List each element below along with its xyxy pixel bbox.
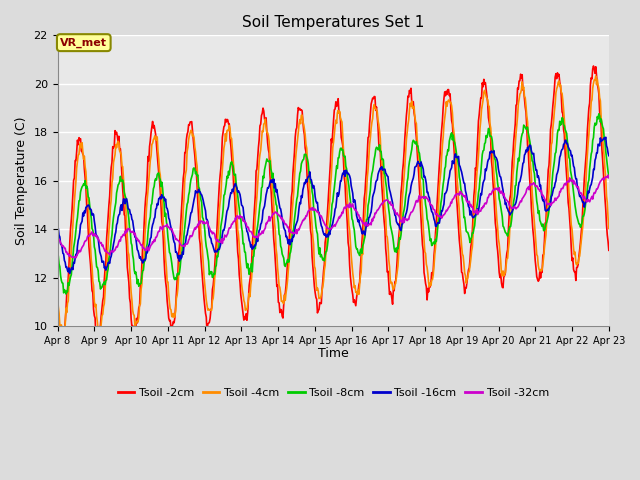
Tsoil -32cm xyxy=(401,216,409,222)
Tsoil -32cm xyxy=(206,227,214,232)
Tsoil -4cm xyxy=(592,73,600,79)
Tsoil -32cm xyxy=(72,255,80,261)
Tsoil -32cm xyxy=(177,242,185,248)
Line: Tsoil -16cm: Tsoil -16cm xyxy=(58,137,609,274)
Tsoil -16cm xyxy=(417,159,425,165)
Tsoil -16cm xyxy=(66,271,74,276)
Tsoil -2cm xyxy=(54,324,61,330)
Line: Tsoil -8cm: Tsoil -8cm xyxy=(58,114,609,294)
Tsoil -4cm xyxy=(54,294,61,300)
Tsoil -8cm xyxy=(401,202,409,208)
Tsoil -8cm xyxy=(417,160,425,166)
Tsoil -2cm xyxy=(65,275,72,280)
Tsoil -2cm xyxy=(121,213,129,218)
Title: Soil Temperatures Set 1: Soil Temperatures Set 1 xyxy=(242,15,424,30)
Tsoil -4cm xyxy=(65,298,72,304)
Tsoil -4cm xyxy=(58,328,66,334)
Tsoil -2cm xyxy=(58,347,66,353)
Tsoil -2cm xyxy=(401,135,409,141)
Tsoil -32cm xyxy=(417,195,425,201)
Tsoil -2cm xyxy=(206,315,214,321)
Tsoil -32cm xyxy=(63,252,71,257)
Line: Tsoil -2cm: Tsoil -2cm xyxy=(58,66,609,350)
Tsoil -4cm xyxy=(177,244,185,250)
Tsoil -8cm xyxy=(65,280,72,286)
Tsoil -8cm xyxy=(605,173,612,179)
Text: VR_met: VR_met xyxy=(60,37,108,48)
Tsoil -8cm xyxy=(177,255,185,261)
Line: Tsoil -4cm: Tsoil -4cm xyxy=(58,76,609,331)
Tsoil -2cm xyxy=(177,217,185,223)
Tsoil -16cm xyxy=(63,267,71,273)
Tsoil -32cm xyxy=(604,172,612,178)
Tsoil -16cm xyxy=(54,226,61,232)
Tsoil -4cm xyxy=(417,187,425,192)
Tsoil -16cm xyxy=(177,256,185,262)
X-axis label: Time: Time xyxy=(318,347,349,360)
Tsoil -16cm xyxy=(605,153,612,158)
Legend: Tsoil -2cm, Tsoil -4cm, Tsoil -8cm, Tsoil -16cm, Tsoil -32cm: Tsoil -2cm, Tsoil -4cm, Tsoil -8cm, Tsoi… xyxy=(113,384,553,403)
Tsoil -32cm xyxy=(605,175,612,180)
Tsoil -8cm xyxy=(206,269,214,275)
Tsoil -8cm xyxy=(62,291,70,297)
Tsoil -4cm xyxy=(401,163,409,169)
Tsoil -8cm xyxy=(54,251,61,256)
Tsoil -2cm xyxy=(605,247,612,253)
Tsoil -16cm xyxy=(401,215,409,221)
Line: Tsoil -32cm: Tsoil -32cm xyxy=(58,175,609,258)
Tsoil -4cm xyxy=(121,199,129,204)
Tsoil -16cm xyxy=(602,134,609,140)
Tsoil -2cm xyxy=(417,215,425,221)
Tsoil -16cm xyxy=(121,201,129,206)
Tsoil -8cm xyxy=(595,111,603,117)
Tsoil -16cm xyxy=(206,235,214,240)
Tsoil -4cm xyxy=(605,226,612,231)
Tsoil -32cm xyxy=(54,234,61,240)
Tsoil -2cm xyxy=(589,63,597,69)
Tsoil -32cm xyxy=(121,228,129,234)
Tsoil -4cm xyxy=(206,307,214,313)
Y-axis label: Soil Temperature (C): Soil Temperature (C) xyxy=(15,117,28,245)
Tsoil -8cm xyxy=(121,192,129,198)
